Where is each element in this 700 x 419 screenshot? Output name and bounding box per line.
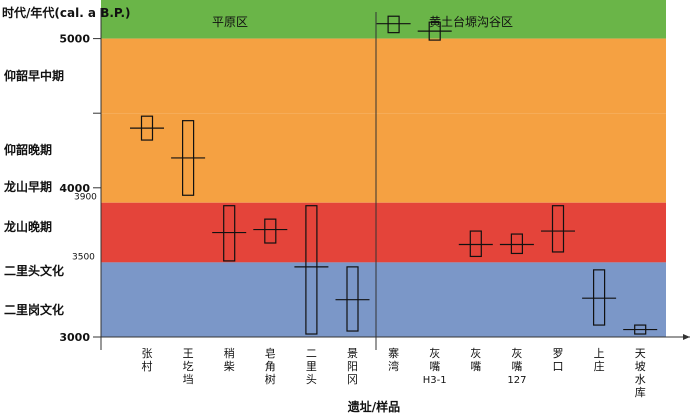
site-box-12 [623,324,658,335]
site-box-rect-3 [264,218,277,244]
site-box-4 [294,205,329,335]
site-label-part: 天 [635,347,646,360]
site-box-rect-5 [346,266,359,332]
period-band-2 [101,38,666,114]
site-label-part: 角 [265,360,276,373]
site-box-11 [582,269,617,326]
period-label-2: 龙山早期 [4,179,52,194]
site-label-9: 灰嘴 127 [507,346,526,386]
site-label-part: 嘴 [470,360,481,373]
site-label-part: 库 [635,386,646,399]
site-label-part: 阳 [347,360,358,373]
site-boxes [130,15,658,335]
site-box-rect-10 [551,205,565,253]
site-label-part: 二 [306,347,317,360]
site-label-part: 里 [306,360,317,373]
site-box-rect-6 [387,15,400,34]
y-tick-label-9: 3000 [59,331,90,344]
site-box-rect-9 [510,233,523,255]
site-label-part: 灰 [511,346,522,360]
period-band-1 [101,0,666,39]
site-box-10 [541,205,575,253]
site-box-0 [130,115,164,141]
site-label-part: 圪 [183,360,194,373]
site-label-part: 灰 [429,346,440,360]
site-label-part: 水 [635,373,646,386]
site-box-rect-4 [305,205,318,335]
site-label-7: 灰嘴 H3-1 [423,346,447,386]
site-label-part: 灰 [470,346,481,360]
site-label-0: 张村 [142,347,153,373]
site-label-part: 王 [183,347,194,360]
site-label-6: 寨湾 [388,346,399,373]
site-label-part: 冈 [347,373,358,386]
site-label-part: 垱 [183,372,194,386]
site-label-5: 景阳冈 [347,347,358,386]
site-label-part: H3-1 [423,375,447,386]
site-box-8 [458,230,493,258]
site-label-part: 寨 [388,346,399,360]
period-label-1: 仰韶晚期 [4,142,52,157]
site-label-part: 头 [306,373,317,386]
labels: 仰韶早中期仰韶晚期龙山早期龙山晚期二里头文化二里岗文化7000500040003… [2,5,646,414]
x-axis-title: 遗址/样品 [347,399,400,414]
region-label-0: 平原区 [212,15,248,29]
site-label-4: 二里头 [306,347,317,386]
y-tick-label-7: 3900 [74,193,97,203]
y-axis-title: 时代/年代(cal. a B.P.) [2,5,131,20]
region-label-1: 黄土台塬沟谷区 [429,14,513,29]
site-box-5 [335,266,370,332]
site-label-12: 天坡水库 [635,347,646,399]
site-label-part: 嘴 [511,360,522,373]
period-label-3: 龙山晚期 [4,219,52,234]
site-label-part: 上 [594,347,605,360]
site-label-part: 树 [265,372,276,386]
x-axis-arrow [683,334,690,340]
site-label-11: 上庄 [594,347,605,373]
site-label-part: 稍 [224,346,235,360]
site-label-part: 景 [347,347,358,360]
site-box-rect-2 [223,205,236,262]
site-label-part: 口 [553,360,564,373]
site-label-part: 柴 [224,359,235,373]
y-tick-label-4: 5000 [59,33,90,46]
site-label-part: 庄 [594,359,605,373]
site-label-2: 稍柴 [224,346,235,373]
site-box-rect-8 [469,230,482,258]
site-label-part: 罗 [553,347,564,360]
site-box-2 [212,205,247,262]
site-box-6 [376,15,411,34]
site-label-3: 皂角树 [265,346,276,386]
site-label-part: 张 [142,347,153,360]
site-box-3 [253,218,288,244]
site-box-9 [499,233,534,255]
site-label-part: 嘴 [429,360,440,373]
site-label-1: 王圪垱 [183,347,194,386]
period-band-4 [101,202,666,263]
period-label-0: 仰韶早中期 [4,68,64,83]
site-label-part: 湾 [388,359,399,373]
site-box-rect-11 [592,269,606,326]
y-tick-label-6: 4000 [59,182,90,195]
period-label-4: 二里头文化 [4,263,64,278]
site-box-7 [417,21,452,41]
site-label-8: 灰嘴 [470,346,481,373]
y-tick-label-8: 3500 [72,252,95,262]
site-box-1 [171,120,206,196]
site-label-part: 皂 [265,346,276,360]
period-bands [101,0,666,337]
site-label-part: 村 [142,359,153,373]
site-label-part: 127 [507,375,526,386]
period-label-5: 二里岗文化 [4,302,64,317]
site-label-10: 罗口 [553,347,564,373]
period-band-5 [101,262,666,337]
axes [93,8,690,350]
site-label-part: 坡 [635,360,646,373]
